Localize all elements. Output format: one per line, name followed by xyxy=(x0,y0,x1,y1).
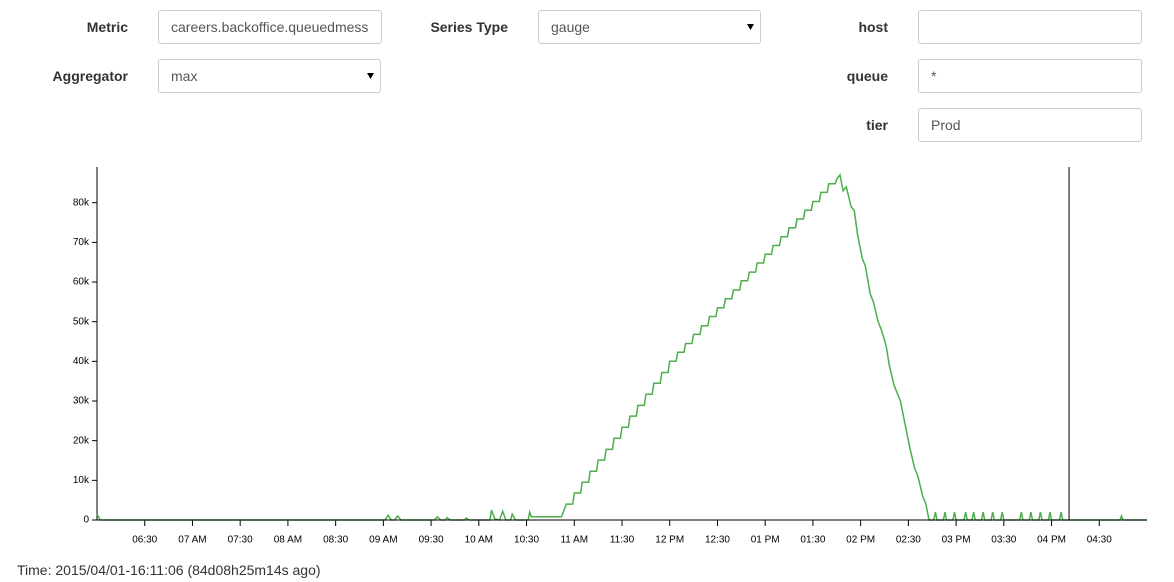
aggregator-value: max xyxy=(171,68,198,84)
caret xyxy=(367,73,374,79)
y-tick-label: 20k xyxy=(73,435,90,446)
x-tick-label: 11:30 xyxy=(610,535,635,546)
caret xyxy=(747,24,754,30)
series-type-select[interactable]: gauge xyxy=(538,10,761,44)
host-label: host xyxy=(858,19,888,35)
y-tick-label: 10k xyxy=(73,475,90,486)
x-tick-label: 06:30 xyxy=(132,535,157,546)
metric-label: Metric xyxy=(86,19,128,35)
series-type-value: gauge xyxy=(551,19,590,35)
x-tick-label: 02:30 xyxy=(896,535,921,546)
series-line xyxy=(96,173,1147,521)
aggregator-select[interactable]: max xyxy=(158,59,381,93)
tier-input[interactable]: Prod xyxy=(918,108,1142,142)
x-tick-label: 04:30 xyxy=(1087,535,1112,546)
x-tick-label: 01 PM xyxy=(751,535,780,546)
x-tick-label: 07:30 xyxy=(228,535,253,546)
chart: 0 10k 20k 30k 40k 50k 60k 70k 80k 06:30 07 AM 07:30… xyxy=(73,167,1147,546)
x-tick-label: 12 PM xyxy=(655,535,684,546)
y-tick-label: 50k xyxy=(73,316,90,327)
queue-label: queue xyxy=(846,68,888,84)
queue-input[interactable]: * xyxy=(918,59,1142,93)
y-tick-label: 80k xyxy=(73,197,90,208)
series-type-label: Series Type xyxy=(430,19,508,35)
y-tick-label: 0 xyxy=(83,515,89,526)
tier-label: tier xyxy=(866,117,888,133)
x-tick-label: 10 AM xyxy=(465,535,493,546)
y-tick-label: 60k xyxy=(73,277,90,288)
y-tick-label: 70k xyxy=(73,237,90,248)
x-tick-label: 04 PM xyxy=(1037,535,1066,546)
x-tick-label: 08:30 xyxy=(323,535,348,546)
y-tick-label: 30k xyxy=(73,396,90,407)
host-input[interactable] xyxy=(918,10,1142,44)
x-tick-label: 02 PM xyxy=(846,535,875,546)
metric-input[interactable]: careers.backoffice.queuedmess xyxy=(158,10,382,44)
x-tick-label: 09 AM xyxy=(369,535,397,546)
x-tick-label: 03 PM xyxy=(942,535,971,546)
x-tick-label: 08 AM xyxy=(274,535,302,546)
x-tick-label: 09:30 xyxy=(419,535,444,546)
x-tick-label: 12:30 xyxy=(705,535,730,546)
x-tick-label: 03:30 xyxy=(991,535,1016,546)
footer-time: Time: 2015/04/01-16:11:06 (84d08h25m14s … xyxy=(17,562,321,578)
aggregator-label: Aggregator xyxy=(52,68,128,84)
x-tick-label: 11 AM xyxy=(560,535,588,546)
y-tick-label: 40k xyxy=(73,356,90,367)
x-tick-label: 10:30 xyxy=(514,535,539,546)
x-tick-label: 07 AM xyxy=(178,535,206,546)
x-tick-label: 01:30 xyxy=(800,535,825,546)
